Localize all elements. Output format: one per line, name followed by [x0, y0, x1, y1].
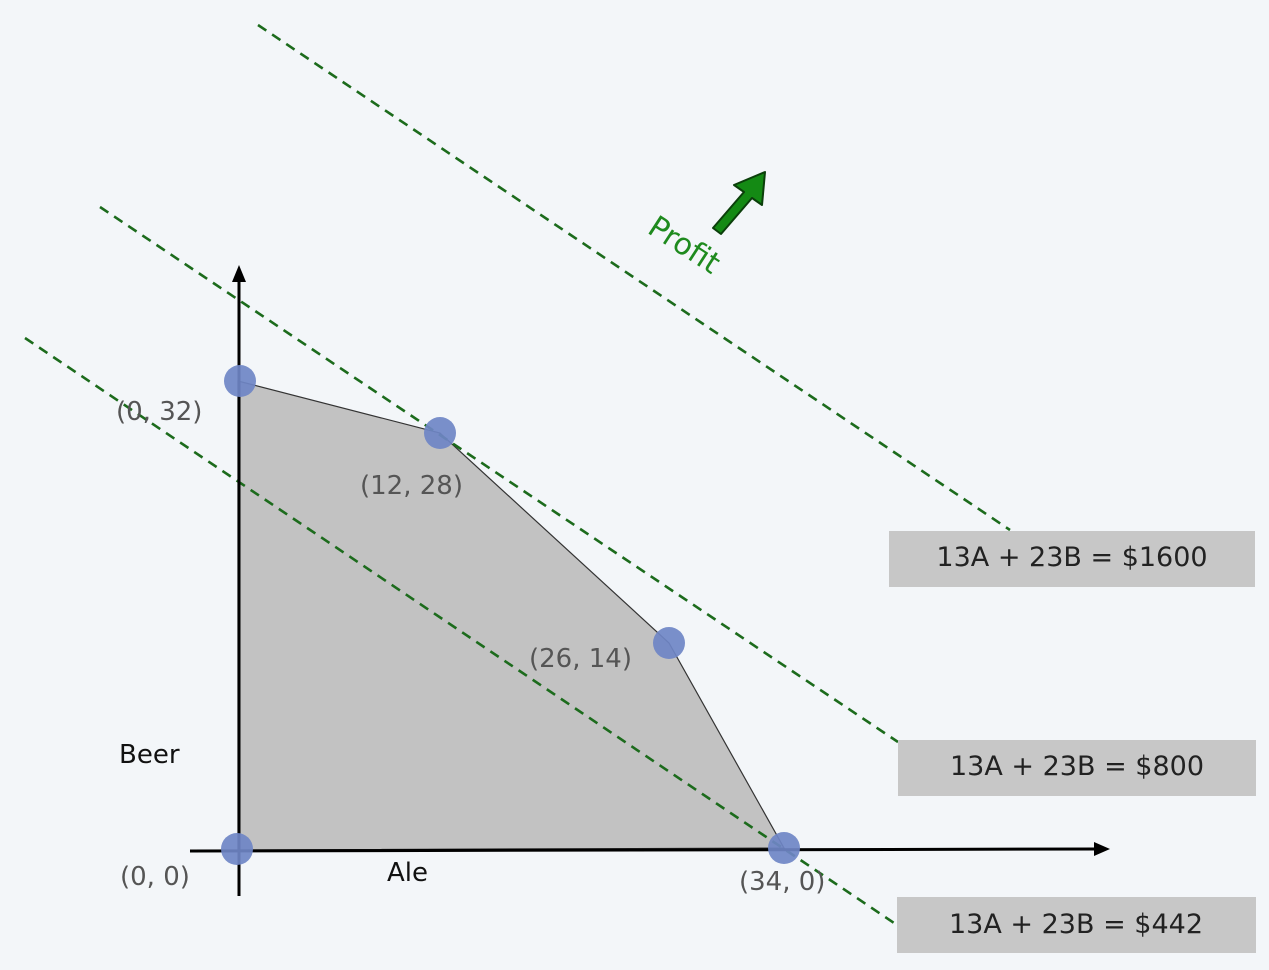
equation-box-1600: 13A + 23B = $1600: [889, 531, 1255, 587]
iso-profit-line-442: [24, 336, 898, 927]
equation-442: 13A + 23B = $442: [949, 909, 1203, 940]
equation-box-800: 13A + 23B = $800: [898, 740, 1256, 796]
feasible-region: [237, 380, 786, 851]
y-axis-arrowhead: [232, 265, 246, 282]
vertex-label-12-28: (12, 28): [360, 471, 463, 501]
x-axis-label: Ale: [387, 858, 428, 888]
vertex-label-0-0: (0, 0): [120, 862, 190, 892]
equation-box-442: 13A + 23B = $442: [897, 897, 1256, 953]
equation-800: 13A + 23B = $800: [950, 751, 1204, 782]
iso-profit-line-800: [99, 205, 899, 744]
x-axis: [189, 847, 1099, 853]
vertex-0-0: [221, 833, 253, 865]
vertex-26-14: [653, 627, 685, 659]
vertex-12-28: [424, 417, 456, 449]
equation-1600: 13A + 23B = $1600: [936, 542, 1207, 573]
vertex-label-0-32: (0, 32): [116, 397, 202, 427]
vertex-34-0: [768, 832, 800, 864]
y-axis-label: Beer: [119, 740, 180, 770]
x-axis-arrowhead: [1094, 842, 1110, 856]
arrow-up-right-icon: [712, 171, 766, 235]
profit-label: Profit: [642, 209, 727, 281]
vertex-label-34-0: (34, 0): [739, 867, 825, 897]
vertex-label-26-14: (26, 14): [529, 644, 632, 674]
vertex-0-32: [224, 365, 256, 397]
iso-profit-line-1600: [257, 23, 1011, 532]
